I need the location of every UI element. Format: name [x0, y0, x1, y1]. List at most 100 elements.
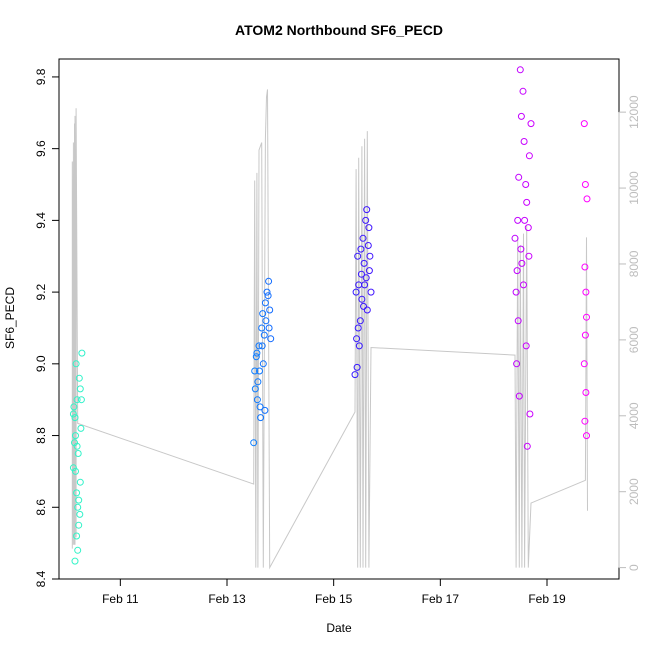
data-point [512, 288, 520, 296]
data-point [73, 532, 81, 540]
data-point [524, 224, 532, 232]
data-point [366, 252, 374, 260]
data-point [364, 242, 372, 249]
x-axis: Feb 11 Feb 13 Feb 15 Feb 17 Feb 19 [102, 578, 566, 606]
data-point [256, 403, 264, 411]
data-point [362, 216, 370, 224]
x-tick-label: Feb 17 [422, 592, 460, 606]
data-point [75, 521, 83, 529]
data-point [253, 396, 261, 404]
data-point [515, 173, 523, 181]
data-point [513, 267, 521, 275]
data-point [251, 367, 259, 375]
data-point [259, 360, 267, 368]
data-point [251, 385, 259, 393]
data-point [361, 281, 369, 289]
data-point [265, 277, 273, 285]
data-point [252, 353, 260, 361]
data-point [354, 252, 362, 260]
data-point [513, 360, 521, 368]
data-point [515, 392, 523, 400]
right-y-tick-label: 6000 [627, 326, 641, 353]
data-point [73, 396, 81, 404]
data-point [77, 396, 85, 404]
data-point [517, 112, 525, 120]
data-point [259, 310, 267, 318]
data-point [262, 317, 270, 325]
data-point [520, 281, 527, 289]
x-tick-label: Feb 15 [315, 592, 353, 606]
y-tick-label: 9.2 [34, 283, 48, 300]
data-point [352, 288, 360, 296]
data-point [356, 317, 364, 325]
data-point [525, 252, 533, 260]
right-y-tick-label: 4000 [627, 402, 641, 429]
data-point [581, 331, 589, 339]
y-tick-label: 8.4 [34, 570, 48, 587]
data-point [523, 442, 531, 450]
data-point [71, 414, 79, 422]
data-point [526, 410, 534, 418]
right-y-tick-label: 8000 [627, 250, 641, 277]
data-point [76, 385, 84, 393]
data-point [581, 417, 589, 425]
data-point [250, 439, 258, 447]
data-point [583, 432, 590, 440]
data-point [358, 295, 366, 303]
x-axis-label: Date [326, 621, 352, 635]
data-point [580, 120, 588, 128]
data-point [359, 234, 367, 242]
right-y-tick-label: 0 [627, 564, 641, 571]
data-point [264, 292, 272, 300]
data-point [363, 306, 371, 314]
data-point [511, 234, 519, 242]
data-point [357, 245, 365, 253]
right-y-tick-label: 2000 [627, 478, 641, 505]
sensor-line [71, 89, 588, 570]
data-point [71, 557, 79, 565]
x-tick-label: Feb 11 [102, 592, 139, 606]
data-point [355, 342, 363, 350]
data-point [261, 299, 269, 307]
y-tick-label: 8.8 [34, 427, 48, 444]
data-point [518, 259, 526, 267]
data-point [354, 324, 362, 332]
x-tick-label: Feb 13 [208, 592, 246, 606]
data-point [72, 360, 80, 368]
data-point [73, 489, 81, 497]
y-tick-label: 9.6 [34, 140, 48, 157]
data-point [254, 378, 262, 386]
data-point [263, 288, 271, 296]
y-tick-label: 9.4 [34, 212, 48, 229]
data-point [582, 389, 590, 396]
data-point [76, 478, 84, 486]
data-point [75, 496, 83, 504]
data-point [520, 138, 528, 145]
data-point [77, 424, 85, 432]
data-point [583, 195, 591, 203]
data-point [72, 432, 79, 440]
right-y-axis: 0 2000 4000 6000 8000 10000 12000 [618, 95, 641, 571]
data-point [78, 349, 86, 357]
data-point [73, 442, 81, 450]
data-point [365, 267, 373, 275]
data-point [75, 374, 83, 382]
data-point [365, 224, 373, 232]
data-point [519, 87, 527, 95]
data-point [581, 263, 589, 271]
data-point [516, 66, 524, 74]
data-point [353, 335, 361, 343]
data-point [360, 302, 367, 310]
right-axis-line-layer [71, 89, 588, 570]
data-point [514, 317, 522, 325]
data-point [580, 360, 588, 368]
data-point [256, 367, 263, 375]
data-point [523, 198, 531, 206]
data-point [527, 120, 535, 128]
data-point [74, 546, 82, 554]
y-axis-label: SF6_PECD [3, 287, 17, 349]
data-point [260, 331, 268, 339]
data-point [582, 288, 590, 296]
data-point [265, 324, 273, 332]
y-tick-label: 9.8 [34, 68, 48, 85]
